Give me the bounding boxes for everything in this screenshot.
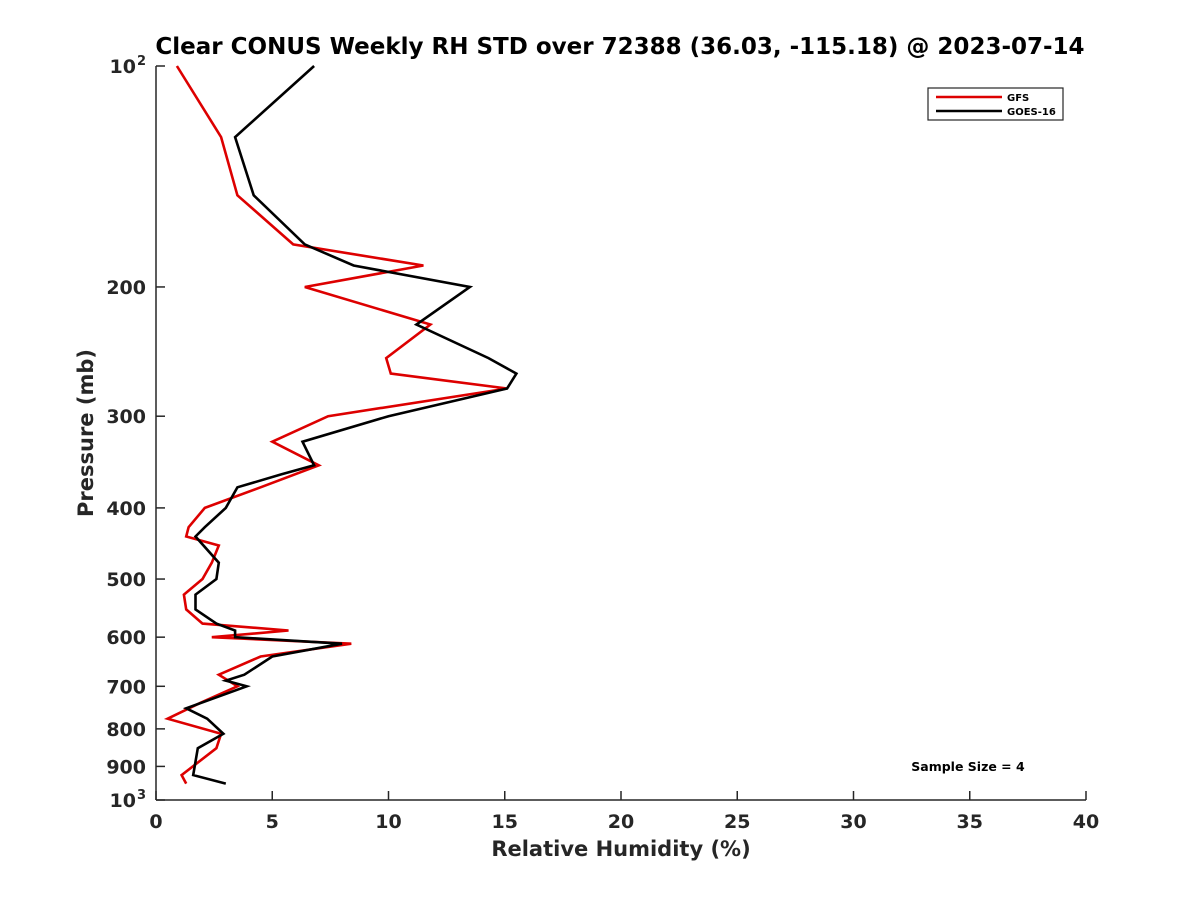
y-axis-label: Pressure (mb)	[74, 349, 98, 517]
y-tick-label: 900	[106, 756, 146, 778]
x-axis-label: Relative Humidity (%)	[491, 837, 750, 861]
x-tick-label: 5	[266, 811, 279, 833]
x-tick-label: 20	[608, 811, 634, 833]
y-tick-label: 10	[110, 790, 136, 812]
chart-title: Clear CONUS Weekly RH STD over 72388 (36…	[155, 34, 1084, 60]
x-tick-label: 15	[492, 811, 518, 833]
y-tick-label: 500	[106, 569, 146, 591]
y-tick-label: 600	[106, 627, 146, 649]
y-tick-label: 300	[106, 406, 146, 428]
axes	[155, 66, 1086, 801]
y-tick-exponent: 2	[137, 54, 146, 69]
y-tick-label: 700	[106, 676, 146, 698]
series-line-goes16	[182, 65, 519, 785]
y-tick-label: 400	[106, 498, 146, 520]
legend-label-goes16: GOES-16	[1007, 107, 1056, 118]
y-tick-label: 200	[106, 277, 146, 299]
series-line-gfs	[163, 65, 508, 785]
sample-size-annotation: Sample Size = 4	[911, 759, 1025, 774]
x-ticks: 0 5 10 15 20 25 30 35 40	[149, 791, 1099, 833]
x-tick-label: 25	[724, 811, 750, 833]
x-tick-label: 10	[375, 811, 401, 833]
legend-box	[927, 87, 1064, 121]
legend: GFS GOES-16	[927, 87, 1064, 121]
x-tick-label: 30	[840, 811, 866, 833]
x-tick-label: 40	[1073, 811, 1099, 833]
y-tick-exponent: 3	[137, 788, 146, 803]
y-tick-label: 10	[110, 56, 136, 78]
x-tick-label: 0	[149, 811, 162, 833]
x-tick-label: 35	[957, 811, 983, 833]
y-tick-label: 800	[106, 719, 146, 741]
legend-label-gfs: GFS	[1007, 93, 1029, 104]
plot-area	[163, 65, 519, 785]
